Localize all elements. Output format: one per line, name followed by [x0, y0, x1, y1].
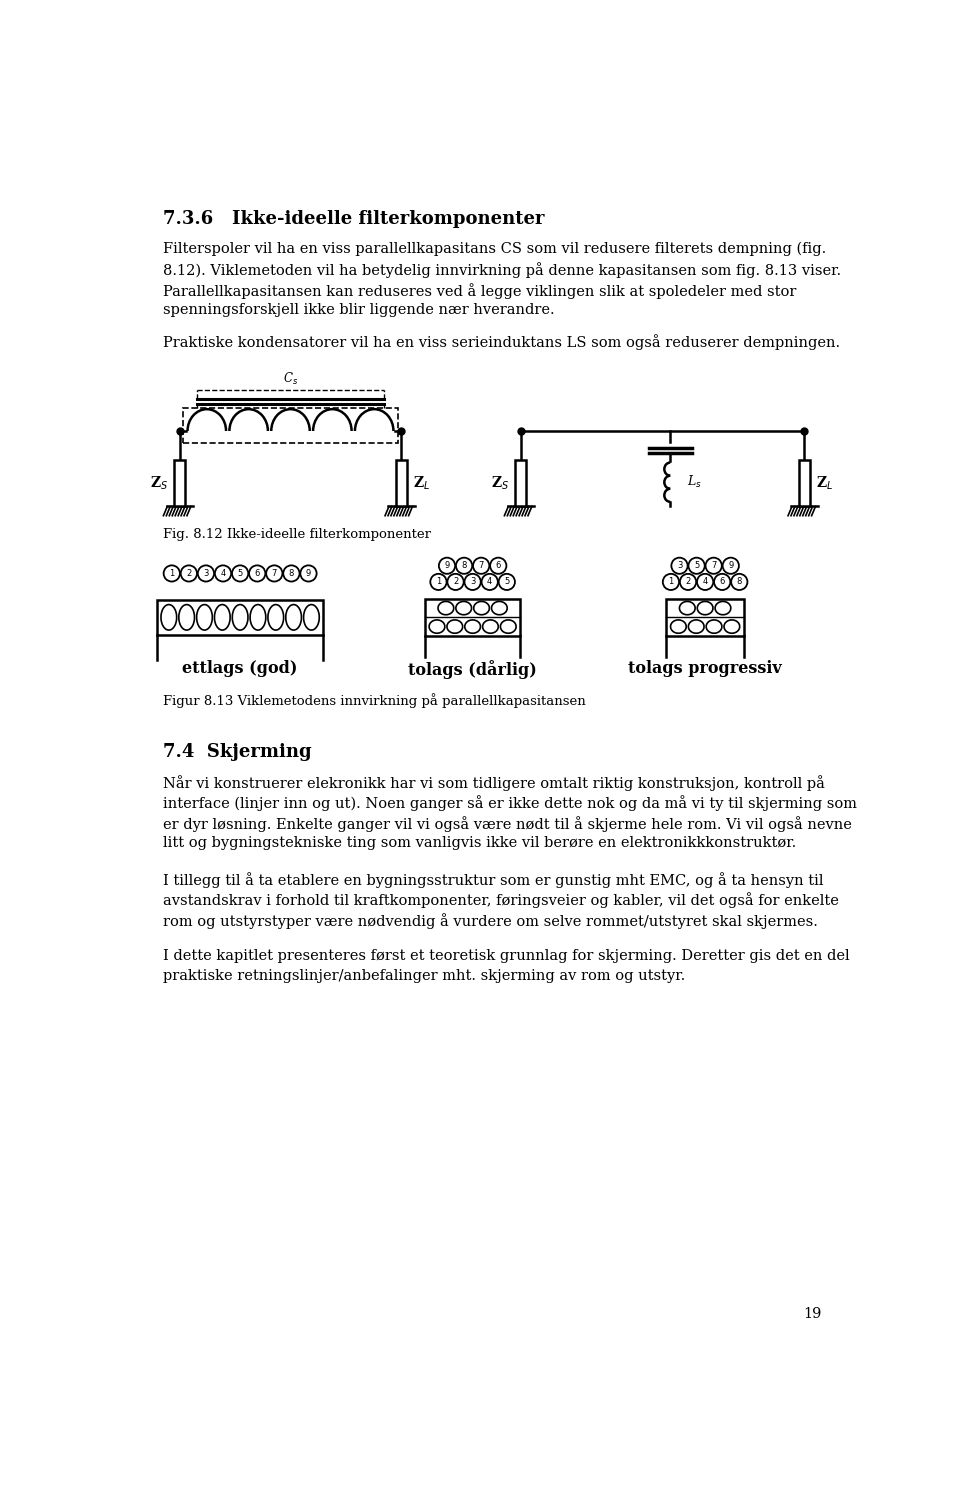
Text: 1: 1: [668, 577, 674, 586]
Text: 9: 9: [728, 561, 733, 570]
Text: Z$_S$: Z$_S$: [491, 475, 509, 491]
Text: 9: 9: [444, 561, 449, 570]
Text: 2: 2: [186, 570, 191, 579]
Bar: [182, 409, 398, 443]
Text: rom og utstyrstyper være nødvendig å vurdere om selve rommet/utstyret skal skjer: rom og utstyrstyper være nødvendig å vur…: [162, 912, 818, 929]
Text: 6: 6: [254, 570, 260, 579]
Text: I tillegg til å ta etablere en bygningsstruktur som er gunstig mht EMC, og å ta : I tillegg til å ta etablere en bygningss…: [162, 872, 823, 888]
Bar: [425, 598, 520, 636]
Text: 1: 1: [169, 570, 175, 579]
Text: 3: 3: [677, 561, 683, 570]
Text: C$_s$: C$_s$: [283, 371, 299, 386]
Text: 3: 3: [204, 570, 208, 579]
Text: I dette kapitlet presenteres først et teoretisk grunnlag for skjerming. Deretter: I dette kapitlet presenteres først et te…: [162, 948, 850, 963]
Text: praktiske retningslinjer/anbefalinger mht. skjerming av rom og utstyr.: praktiske retningslinjer/anbefalinger mh…: [162, 969, 684, 983]
Text: tolags progressiv: tolags progressiv: [628, 660, 782, 678]
Text: Når vi konstruerer elekronikk har vi som tidligere omtalt riktig konstruksjon, k: Når vi konstruerer elekronikk har vi som…: [162, 776, 825, 791]
Text: L$_s$: L$_s$: [687, 473, 703, 490]
Text: Fig. 8.12 Ikke-ideelle filterkomponenter: Fig. 8.12 Ikke-ideelle filterkomponenter: [162, 528, 431, 541]
Bar: [799, 460, 809, 507]
Text: Parallellkapasitansen kan reduseres ved å legge viklingen slik at spoledeler med: Parallellkapasitansen kan reduseres ved …: [162, 283, 796, 299]
Text: 8: 8: [289, 570, 294, 579]
Text: 8.12). Viklemetoden vil ha betydelig innvirkning på denne kapasitansen som fig. : 8.12). Viklemetoden vil ha betydelig inn…: [162, 263, 841, 278]
Text: Z$_L$: Z$_L$: [413, 475, 430, 491]
Text: 8: 8: [736, 577, 742, 586]
Text: 7: 7: [711, 561, 716, 570]
Text: 3: 3: [470, 577, 475, 586]
Text: 1: 1: [436, 577, 441, 586]
Text: 4: 4: [221, 570, 226, 579]
Text: 19: 19: [803, 1306, 822, 1321]
Text: er dyr løsning. Enkelte ganger vil vi også være nødt til å skjerme hele rom. Vi : er dyr løsning. Enkelte ganger vil vi og…: [162, 816, 852, 831]
Bar: [175, 460, 185, 507]
Text: 2: 2: [453, 577, 458, 586]
Text: 7.3.6   Ikke-ideelle filterkomponenter: 7.3.6 Ikke-ideelle filterkomponenter: [162, 209, 544, 227]
Text: 5: 5: [237, 570, 243, 579]
Text: Z$_S$: Z$_S$: [150, 475, 168, 491]
Text: tolags (dårlig): tolags (dårlig): [408, 660, 537, 679]
Text: 7: 7: [272, 570, 277, 579]
Text: Z$_L$: Z$_L$: [816, 475, 833, 491]
Text: 4: 4: [487, 577, 492, 586]
Text: spenningsforskjell ikke blir liggende nær hverandre.: spenningsforskjell ikke blir liggende næ…: [162, 304, 554, 317]
Text: 6: 6: [495, 561, 501, 570]
Text: Figur 8.13 Viklemetodens innvirkning på parallellkapasitansen: Figur 8.13 Viklemetodens innvirkning på …: [162, 693, 586, 708]
Bar: [156, 600, 324, 636]
Text: 4: 4: [703, 577, 708, 586]
Text: 9: 9: [306, 570, 311, 579]
Text: 5: 5: [504, 577, 510, 586]
Text: 8: 8: [462, 561, 467, 570]
Bar: [396, 460, 407, 507]
Text: litt og bygningstekniske ting som vanligvis ikke vil berøre en elektronikkkonstr: litt og bygningstekniske ting som vanlig…: [162, 836, 796, 851]
Text: 5: 5: [694, 561, 699, 570]
Text: 7.4  Skjerming: 7.4 Skjerming: [162, 742, 311, 761]
Text: 7: 7: [478, 561, 484, 570]
Text: Filterspoler vil ha en viss parallellkapasitans CS som vil redusere filterets de: Filterspoler vil ha en viss parallellkap…: [162, 242, 826, 257]
Text: avstandskrav i forhold til kraftkomponenter, føringsveier og kabler, vil det ogs: avstandskrav i forhold til kraftkomponen…: [162, 893, 838, 908]
Bar: [516, 460, 526, 507]
Text: Praktiske kondensatorer vil ha en viss serieinduktans LS som også reduserer demp: Praktiske kondensatorer vil ha en viss s…: [162, 334, 840, 350]
Text: 6: 6: [720, 577, 725, 586]
Bar: [666, 598, 744, 636]
Text: ettlags (god): ettlags (god): [182, 660, 298, 678]
Text: 2: 2: [685, 577, 690, 586]
Text: interface (linjer inn og ut). Noen ganger så er ikke dette nok og da må vi ty ti: interface (linjer inn og ut). Noen gange…: [162, 795, 856, 812]
